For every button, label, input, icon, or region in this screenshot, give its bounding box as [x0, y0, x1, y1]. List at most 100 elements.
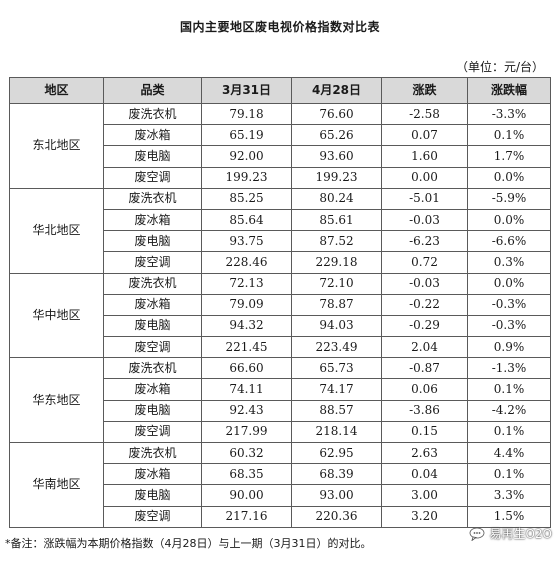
apr28-cell: 85.61 — [291, 208, 382, 232]
change-cell: 0.04 — [381, 463, 468, 486]
apr28-cell: 87.52 — [291, 230, 382, 253]
mar31-cell: 72.13 — [201, 272, 292, 295]
change-cell: -0.29 — [381, 314, 468, 338]
apr28-cell: 88.57 — [291, 399, 382, 422]
mar31-cell: 217.99 — [201, 420, 292, 444]
change-cell: -0.87 — [381, 357, 468, 380]
change-pct-cell: -0.3% — [467, 314, 551, 338]
change-pct-cell: 0.1% — [467, 463, 551, 486]
header-region: 地区 — [9, 77, 104, 104]
change-cell: -2.58 — [381, 102, 468, 126]
change-pct-cell: 0.1% — [467, 124, 551, 147]
change-pct-cell: 1.5% — [467, 505, 551, 528]
table-row: 废空调 217.16 220.36 3.20 1.5% — [10, 505, 551, 528]
mar31-cell: 60.32 — [201, 441, 292, 465]
watermark-text: 易再生O2O — [489, 527, 552, 541]
apr28-cell: 80.24 — [291, 187, 382, 210]
table-row: 废空调 217.99 218.14 0.15 0.1% — [10, 420, 551, 444]
change-pct-cell: 3.3% — [467, 484, 551, 507]
change-cell: 0.72 — [381, 251, 468, 274]
apr28-cell: 199.23 — [291, 166, 382, 189]
mar31-cell: 65.19 — [201, 124, 292, 147]
table-row: 废电脑 92.43 88.57 -3.86 -4.2% — [10, 399, 551, 422]
change-cell: -0.03 — [381, 208, 468, 232]
change-cell: 0.00 — [381, 166, 468, 189]
change-pct-cell: -5.9% — [467, 187, 551, 210]
change-pct-cell: -1.3% — [467, 357, 551, 380]
region-cell: 东北地区 — [9, 103, 104, 189]
table-header-row: 地区 品类 3月31日 4月28日 涨跌 涨跌幅 — [9, 77, 551, 104]
footnote: *备注：涨跌幅为本期价格指数（4月28日）与上一期（3月31日）的对比。 — [5, 537, 372, 550]
chat-bubble-icon — [469, 527, 485, 541]
apr28-cell: 229.18 — [291, 251, 382, 274]
category-cell: 废空调 — [103, 420, 202, 444]
table-row: 华东地区 废洗衣机 66.60 65.73 -0.87 -1.3% — [9, 357, 551, 443]
change-pct-cell: -0.3% — [467, 293, 551, 316]
table-row: 华北地区 废洗衣机 85.25 80.24 -5.01 -5.9% — [9, 187, 551, 274]
apr28-cell: 65.26 — [291, 124, 382, 147]
apr28-cell: 78.87 — [291, 293, 382, 316]
apr28-cell: 218.14 — [291, 420, 382, 444]
change-cell: -6.23 — [381, 230, 468, 253]
change-cell: 0.07 — [381, 124, 468, 147]
mar31-cell: 68.35 — [201, 463, 292, 486]
category-cell: 废冰箱 — [103, 378, 202, 401]
mar31-cell: 217.16 — [201, 505, 292, 528]
header-apr28: 4月28日 — [291, 77, 382, 104]
change-pct-cell: 0.3% — [467, 251, 551, 274]
header-mar31: 3月31日 — [201, 77, 292, 104]
change-pct-cell: 1.7% — [467, 145, 551, 168]
table-row: 废电脑 94.32 94.03 -0.29 -0.3% — [10, 314, 551, 338]
apr28-cell: 94.03 — [291, 314, 382, 338]
change-pct-cell: -6.6% — [467, 230, 551, 253]
header-change-pct: 涨跌幅 — [467, 77, 551, 104]
change-cell: 3.00 — [381, 484, 468, 507]
change-cell: 2.63 — [381, 441, 468, 465]
category-cell: 废空调 — [103, 251, 202, 274]
category-cell: 废电脑 — [103, 145, 202, 168]
category-cell: 废洗衣机 — [103, 187, 202, 210]
category-cell: 废电脑 — [103, 314, 202, 338]
table-row: 废电脑 93.75 87.52 -6.23 -6.6% — [10, 230, 551, 253]
mar31-cell: 79.18 — [201, 102, 292, 126]
category-cell: 废电脑 — [103, 484, 202, 507]
category-cell: 废冰箱 — [103, 124, 202, 147]
category-cell: 废空调 — [103, 505, 202, 528]
change-pct-cell: 0.1% — [467, 420, 551, 444]
change-pct-cell: 0.1% — [467, 378, 551, 401]
category-cell: 废冰箱 — [103, 463, 202, 486]
mar31-cell: 74.11 — [201, 378, 292, 401]
header-category: 品类 — [103, 77, 202, 104]
region-cell: 华北地区 — [9, 187, 104, 274]
category-cell: 废电脑 — [103, 230, 202, 253]
change-cell: 2.04 — [381, 336, 468, 359]
apr28-cell: 74.17 — [291, 378, 382, 401]
mar31-cell: 79.09 — [201, 293, 292, 316]
change-cell: -0.22 — [381, 293, 468, 316]
category-cell: 废洗衣机 — [103, 102, 202, 126]
mar31-cell: 228.46 — [201, 251, 292, 274]
mar31-cell: 93.75 — [201, 230, 292, 253]
mar31-cell: 92.43 — [201, 399, 292, 422]
category-cell: 废洗衣机 — [103, 357, 202, 380]
mar31-cell: 199.23 — [201, 166, 292, 189]
table-row: 东北地区 废洗衣机 79.18 76.60 -2.58 -3.3% — [9, 102, 551, 189]
change-cell: -3.86 — [381, 399, 468, 422]
mar31-cell: 92.00 — [201, 145, 292, 168]
category-cell: 废空调 — [103, 336, 202, 359]
table-row: 废空调 199.23 199.23 0.00 0.0% — [10, 166, 551, 189]
category-cell: 废洗衣机 — [103, 441, 202, 465]
table-row: 华中地区 废洗衣机 72.13 72.10 -0.03 0.0% — [9, 272, 551, 359]
change-cell: 3.20 — [381, 505, 468, 528]
apr28-cell: 68.39 — [291, 463, 382, 486]
table-row: 华南地区 废洗衣机 60.32 62.95 2.63 4.4% — [9, 441, 551, 528]
table-row: 废冰箱 85.64 85.61 -0.03 0.0% — [10, 208, 551, 232]
change-pct-cell: -4.2% — [467, 399, 551, 422]
change-pct-cell: 0.9% — [467, 336, 551, 359]
unit-note: （单位：元/台） — [455, 60, 544, 74]
change-pct-cell: -3.3% — [467, 102, 551, 126]
apr28-cell: 72.10 — [291, 272, 382, 295]
apr28-cell: 62.95 — [291, 441, 382, 465]
watermark: 易再生O2O — [469, 525, 552, 542]
change-cell: -5.01 — [381, 187, 468, 210]
